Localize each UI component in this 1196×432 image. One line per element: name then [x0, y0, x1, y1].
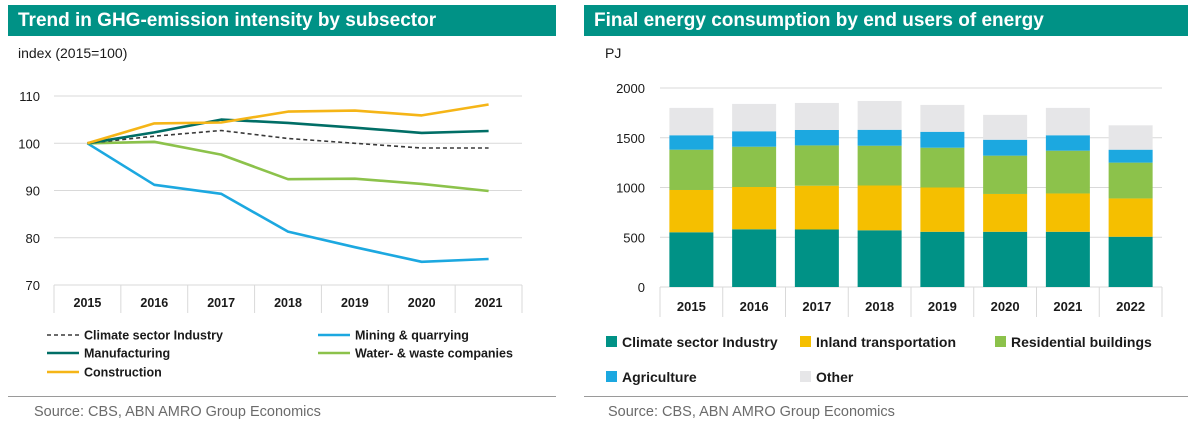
bar-inland-transportation-2018 [857, 185, 902, 231]
legend-label-climate-sector-industry: Climate sector Industry [622, 334, 778, 350]
right-source: Source: CBS, ABN AMRO Group Economics [608, 404, 895, 420]
x-tick-label: 2016 [140, 296, 168, 310]
bar-climate-sector-industry-2017 [794, 229, 839, 287]
y-tick-label: 1000 [616, 181, 645, 196]
x-tick-label: 2019 [928, 299, 957, 314]
bar-agriculture-2020 [983, 139, 1028, 156]
bar-residential-buildings-2020 [983, 155, 1028, 194]
bar-residential-buildings-2017 [794, 145, 839, 186]
bar-agriculture-2022 [1108, 149, 1153, 163]
x-tick-label: 2017 [802, 299, 831, 314]
bar-agriculture-2015 [669, 135, 714, 150]
series-line-mining-quarrying [86, 142, 489, 264]
stacked-bar-chart: 0 500 1000 1500 2000 2015 2016 2017 2018 2019 2020… [606, 81, 1163, 385]
x-tick-label: 2017 [207, 296, 235, 310]
bar-other-2021 [1045, 107, 1090, 136]
bar-climate-sector-industry-2022 [1108, 236, 1153, 287]
right-chart-panel: Final energy consumption by end users of… [584, 5, 1188, 36]
bar-other-2017 [794, 102, 839, 130]
y-tick-label: 80 [26, 231, 40, 246]
bar-climate-sector-industry-2021 [1045, 231, 1090, 287]
legend-label-water-waste-companies: Water- & waste companies [355, 347, 513, 361]
bar-residential-buildings-2021 [1045, 150, 1090, 194]
x-tick-label: 2020 [991, 299, 1020, 314]
bar-climate-sector-industry-2015 [669, 232, 714, 287]
bar-other-2016 [732, 103, 777, 132]
y-tick-label: 500 [623, 230, 645, 245]
bar-other-2020 [983, 114, 1028, 140]
x-tick-label: 2018 [274, 296, 302, 310]
y-tick-label: 0 [638, 280, 645, 295]
bar-other-2019 [920, 104, 965, 132]
y-tick-label: 2000 [616, 81, 645, 96]
bar-residential-buildings-2022 [1108, 162, 1153, 199]
bar-agriculture-2017 [794, 129, 839, 146]
x-tick-label: 2019 [341, 296, 369, 310]
series-line-water-waste-companies [87, 140, 489, 193]
x-tick-label: 2022 [1116, 299, 1145, 314]
legend-swatch-climate-sector-industry [606, 336, 617, 347]
bar-agriculture-2021 [1045, 135, 1090, 151]
x-tick-label: 2018 [865, 299, 894, 314]
legend-label-other: Other [816, 369, 854, 385]
bar-inland-transportation-2021 [1045, 193, 1090, 232]
left-source: Source: CBS, ABN AMRO Group Economics [34, 404, 321, 420]
x-tick-label: 2015 [677, 299, 706, 314]
y-tick-label: 100 [18, 136, 40, 151]
bar-agriculture-2019 [920, 131, 965, 148]
bar-residential-buildings-2016 [732, 146, 777, 188]
left-chart-title: Trend in GHG-emission intensity by subse… [8, 5, 556, 36]
right-chart-title: Final energy consumption by end users of… [584, 5, 1188, 36]
legend-label-construction: Construction [84, 366, 162, 380]
right-chart-unit: PJ [605, 45, 622, 61]
bar-other-2018 [857, 100, 902, 130]
bar-inland-transportation-2017 [794, 185, 839, 230]
bar-agriculture-2018 [857, 129, 902, 146]
y-tick-label: 90 [26, 184, 40, 199]
y-tick-label: 110 [19, 89, 40, 104]
legend-label-manufacturing: Manufacturing [84, 347, 170, 361]
series-line-construction [87, 103, 489, 145]
y-tick-label: 1500 [616, 131, 645, 146]
bar-inland-transportation-2020 [983, 193, 1028, 232]
bar-climate-sector-industry-2018 [857, 230, 902, 287]
bar-inland-transportation-2022 [1108, 198, 1153, 237]
bar-other-2015 [669, 107, 714, 136]
x-tick-label: 2021 [1053, 299, 1082, 314]
legend-label-climate-sector-industry: Climate sector Industry [84, 329, 223, 343]
x-tick-label: 2016 [740, 299, 769, 314]
legend-label-residential-buildings: Residential buildings [1011, 334, 1152, 350]
left-source-divider [8, 396, 556, 397]
legend-swatch-residential-buildings [995, 336, 1006, 347]
bar-climate-sector-industry-2019 [920, 231, 965, 287]
bar-inland-transportation-2016 [732, 187, 777, 230]
legend-swatch-inland-transportation [800, 336, 811, 347]
left-chart-unit: index (2015=100) [18, 45, 128, 61]
bar-inland-transportation-2019 [920, 187, 965, 232]
legend-label-inland-transportation: Inland transportation [816, 334, 956, 350]
bar-climate-sector-industry-2016 [732, 229, 777, 287]
x-tick-label: 2021 [475, 296, 503, 310]
bar-climate-sector-industry-2020 [983, 231, 1028, 287]
legend-label-mining-quarrying: Mining & quarrying [355, 329, 469, 343]
bar-residential-buildings-2018 [857, 145, 902, 186]
bar-residential-buildings-2019 [920, 147, 965, 188]
bar-agriculture-2016 [732, 131, 777, 147]
legend-swatch-other [800, 371, 811, 382]
left-chart-panel: Trend in GHG-emission intensity by subse… [8, 5, 556, 36]
right-source-divider [584, 396, 1188, 397]
legend-label-agriculture: Agriculture [622, 369, 697, 385]
x-tick-label: 2015 [74, 296, 102, 310]
legend-swatch-agriculture [606, 371, 617, 382]
series-line-manufacturing [87, 118, 489, 145]
y-tick-label: 70 [26, 278, 40, 293]
bar-inland-transportation-2015 [669, 189, 714, 233]
bar-other-2022 [1108, 125, 1153, 150]
x-tick-label: 2020 [408, 296, 436, 310]
bar-residential-buildings-2015 [669, 149, 714, 190]
line-chart: 70 80 90 100 110 2015 2016 2017 2018 2019 2020 2021… [18, 89, 523, 380]
